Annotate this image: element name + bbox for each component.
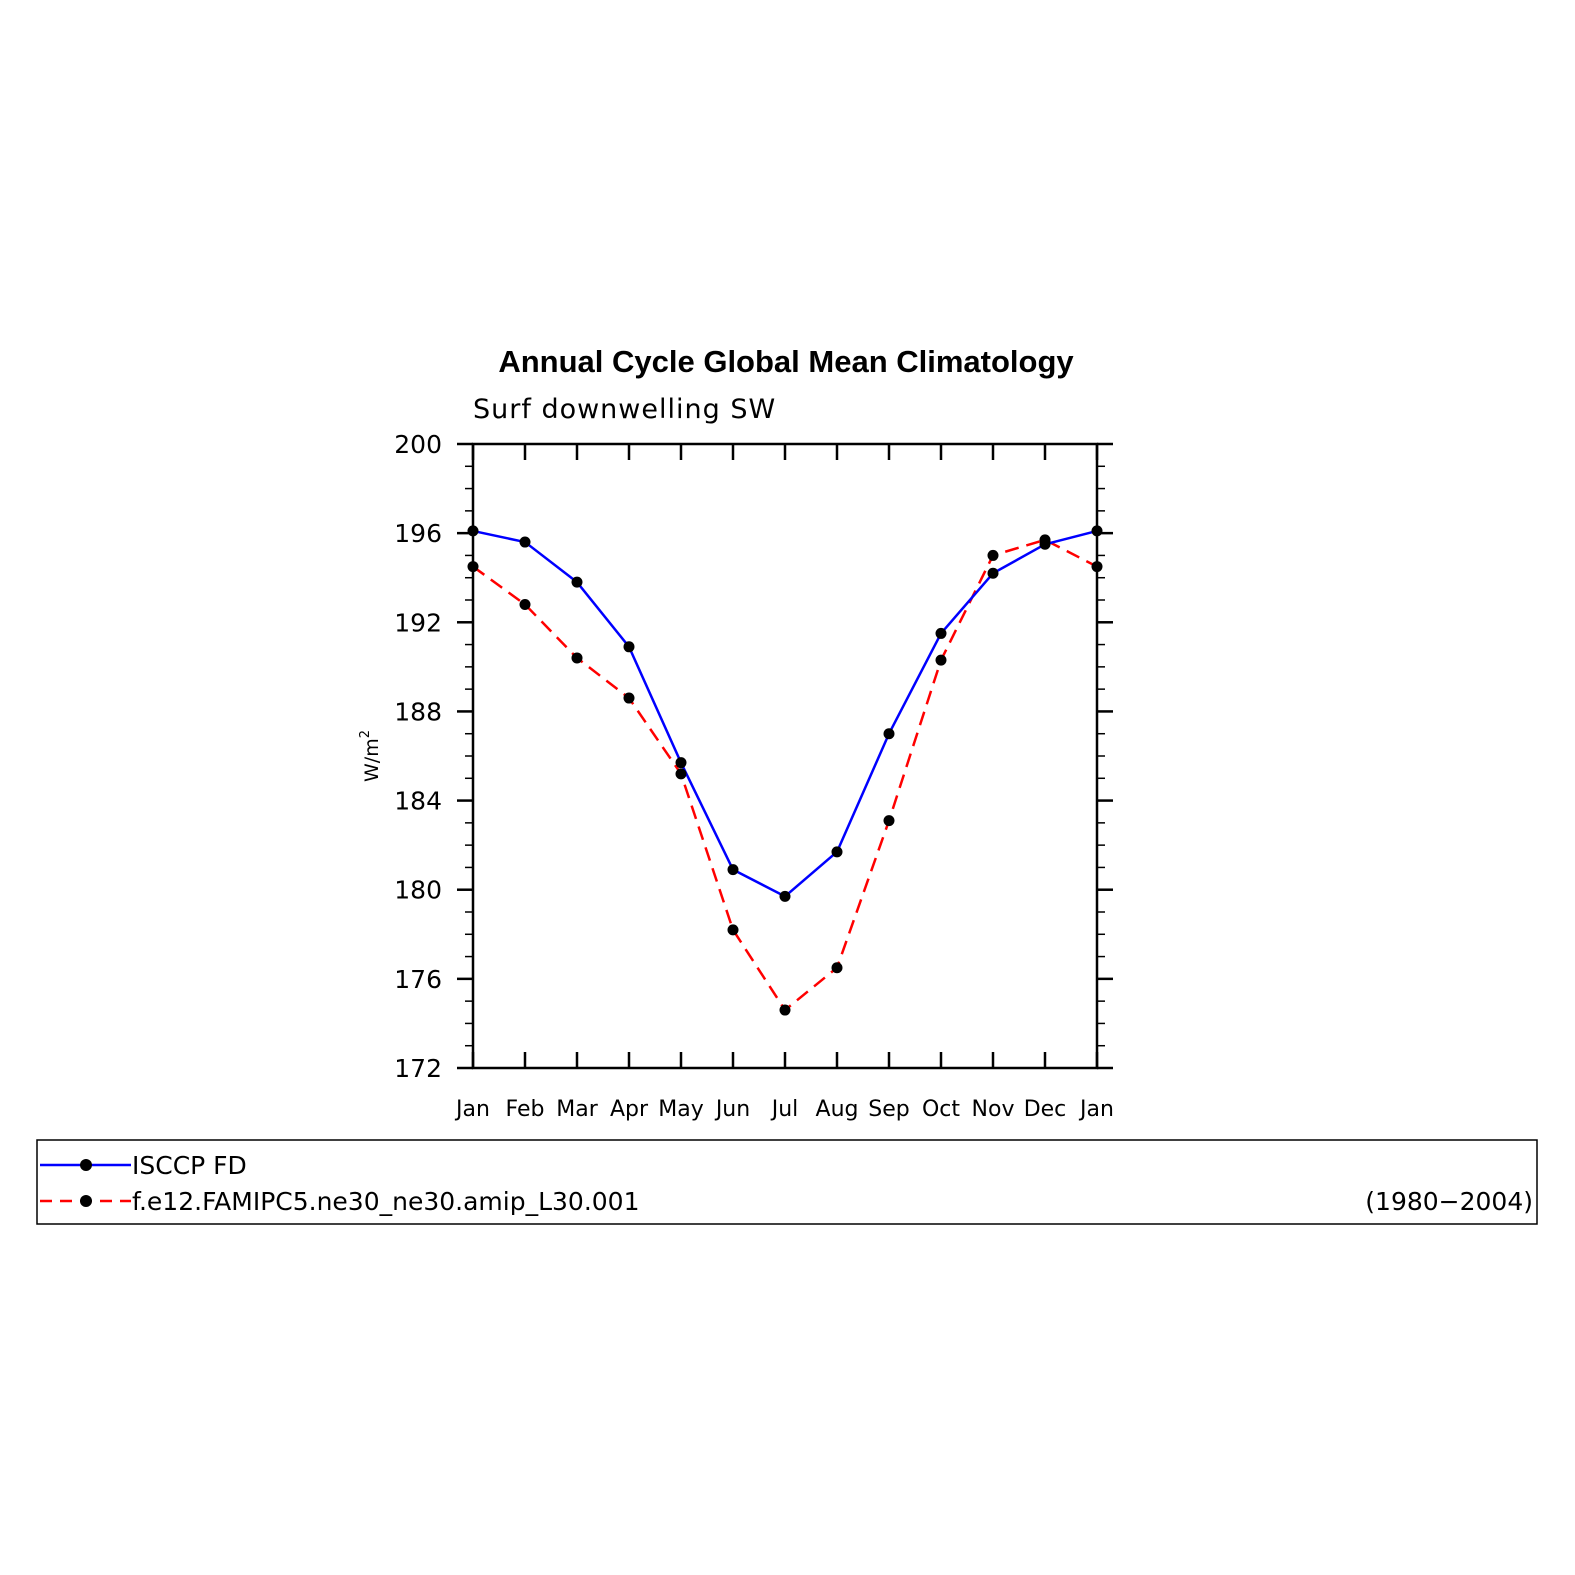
data-point-isccp	[571, 576, 583, 588]
x-tick-label: Mar	[556, 1097, 598, 1122]
legend-box	[36, 1139, 1538, 1225]
legend-period-model: (1980−2004)	[1365, 1187, 1533, 1216]
data-point-model	[1091, 561, 1103, 573]
axis-ticks	[457, 442, 1113, 1070]
data-point-isccp	[935, 627, 947, 639]
data-point-model	[571, 652, 583, 664]
plot-border	[471, 442, 1099, 1070]
y-tick-label: 184	[394, 787, 442, 816]
legend-label-model: f.e12.FAMIPC5.ne30_ne30.amip_L30.001	[132, 1187, 640, 1216]
data-point-isccp	[1091, 525, 1103, 537]
series-line-isccp	[472, 529, 1098, 898]
y-tick-label: 188	[394, 697, 442, 726]
x-tick-label: May	[658, 1097, 703, 1122]
legend: ISCCP FD f.e12.FAMIPC5.ne30_ne30.amip_L3…	[36, 1139, 1538, 1225]
data-point-isccp	[623, 641, 635, 653]
data-point-isccp	[831, 846, 843, 858]
data-point-isccp	[883, 728, 895, 740]
series-line-model	[472, 538, 1098, 1012]
chart-title: Annual Cycle Global Mean Climatology	[498, 344, 1074, 379]
legend-label-isccp: ISCCP FD	[132, 1151, 247, 1180]
legend-marker-isccp	[80, 1159, 92, 1171]
x-tick-label: Nov	[972, 1097, 1015, 1122]
legend-marker-model	[80, 1195, 92, 1207]
data-point-model	[675, 768, 687, 780]
data-point-model	[467, 561, 479, 573]
y-tick-label: 180	[394, 876, 442, 905]
axis-tick-labels: Jan Feb Mar Apr May Jun Jul Aug Sep Oct Nov Dec Jan 1…	[394, 430, 1114, 1122]
data-point-model	[623, 692, 635, 704]
y-axis-label: W/m2	[358, 730, 383, 782]
x-tick-label: Sep	[868, 1097, 909, 1122]
data-point-isccp	[727, 864, 739, 876]
chart-subtitle: Surf downwelling SW	[473, 394, 776, 425]
x-tick-label: Jul	[770, 1097, 799, 1122]
plot-frame	[471, 442, 1099, 1070]
y-tick-label: 196	[394, 519, 442, 548]
data-point-isccp	[467, 525, 479, 537]
x-tick-label: Jan	[1078, 1097, 1114, 1122]
data-point-model	[831, 962, 843, 974]
data-point-model	[883, 815, 895, 827]
data-point-model	[727, 924, 739, 936]
data-point-model	[987, 549, 999, 561]
data-point-isccp	[779, 890, 791, 902]
y-tick-label: 176	[394, 965, 442, 994]
data-point-isccp	[519, 536, 531, 548]
x-tick-label: Oct	[922, 1097, 960, 1122]
series-layer	[467, 525, 1103, 1016]
data-point-isccp	[987, 567, 999, 579]
y-axis-label-text: W/m	[361, 738, 383, 782]
x-tick-label: Jun	[714, 1097, 750, 1122]
data-point-model	[935, 654, 947, 666]
data-point-model	[779, 1004, 791, 1016]
x-tick-label: Dec	[1024, 1097, 1067, 1122]
x-tick-label: Apr	[610, 1097, 649, 1122]
x-tick-label: Aug	[816, 1097, 859, 1122]
y-tick-label: 192	[394, 608, 442, 637]
y-axis-label-superscript: 2	[358, 730, 373, 738]
data-point-isccp	[675, 757, 687, 769]
data-point-isccp	[1039, 538, 1051, 550]
data-point-model	[519, 598, 531, 610]
x-tick-label: Jan	[454, 1097, 490, 1122]
x-tick-label: Feb	[506, 1097, 545, 1122]
y-tick-label: 200	[394, 430, 442, 459]
y-tick-label: 172	[394, 1054, 442, 1083]
